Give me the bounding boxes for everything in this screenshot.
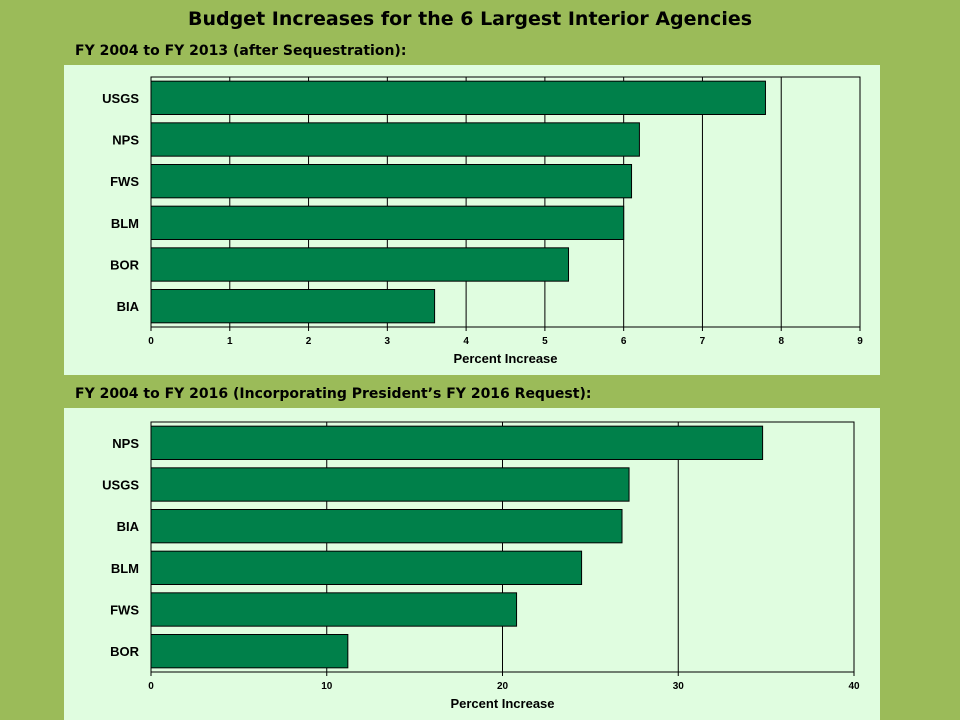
category-label: BIA	[117, 299, 140, 314]
category-label: FWS	[110, 603, 139, 618]
category-label: BIA	[117, 519, 140, 534]
bar-blm	[150, 205, 625, 241]
x-tick-label: 7	[700, 336, 706, 347]
chart-2-title: FY 2004 to FY 2016 (Incorporating Presid…	[75, 386, 592, 402]
page-title: Budget Increases for the 6 Largest Inter…	[187, 8, 753, 30]
bar-bia	[150, 289, 436, 324]
x-tick-label: 5	[542, 336, 548, 347]
category-label: BOR	[110, 644, 140, 659]
x-axis-label: Percent Increase	[450, 696, 554, 711]
chart-2-svg: 0 10 20 30 40 NPS USGS BIA BLM FWS BOR Percent Incr…	[102, 421, 860, 711]
bar-fws	[150, 164, 633, 199]
bar-usgs	[150, 80, 766, 115]
category-label: NPS	[112, 133, 139, 148]
category-label: NPS	[112, 436, 139, 451]
x-tick-label: 1	[227, 336, 233, 347]
bar-bor	[150, 247, 570, 282]
x-axis-label: Percent Increase	[453, 351, 557, 366]
chart-1-svg: 0 1 2 3 4 5 6 7 8 9 USGS NPS FWS BLM BOR BIA Percent Inc…	[102, 76, 863, 366]
chart-2-panel: 0 10 20 30 40 NPS USGS BIA BLM FWS BOR Percent Incr…	[64, 408, 880, 720]
x-tick-label: 30	[673, 681, 685, 692]
x-tick-label: 2	[306, 336, 312, 347]
x-tick-label: 0	[148, 681, 154, 692]
category-label: BLM	[111, 561, 139, 576]
category-label: BOR	[110, 258, 140, 273]
x-tick-label: 4	[463, 336, 469, 347]
x-tick-label: 10	[321, 681, 333, 692]
x-tick-label: 0	[148, 336, 154, 347]
x-tick-label: 6	[621, 336, 627, 347]
bar-bia	[150, 509, 623, 544]
bar-bor	[150, 634, 349, 669]
chart-1-title: FY 2004 to FY 2013 (after Sequestration)…	[75, 43, 407, 59]
bar-fws	[150, 592, 518, 627]
bar-nps	[150, 425, 764, 460]
plot-frame	[150, 76, 861, 328]
category-label: USGS	[102, 478, 139, 493]
bar-blm	[150, 550, 583, 586]
x-tick-label: 8	[778, 336, 784, 347]
x-tick-label: 20	[497, 681, 509, 692]
x-tick-label: 40	[848, 681, 860, 692]
category-label: BLM	[111, 216, 139, 231]
x-tick-label: 9	[857, 336, 863, 347]
category-label: FWS	[110, 174, 139, 189]
bar-nps	[150, 122, 640, 157]
x-tick-label: 3	[385, 336, 391, 347]
bar-usgs	[150, 467, 630, 502]
category-label: USGS	[102, 91, 139, 106]
chart-1-panel: 0 1 2 3 4 5 6 7 8 9 USGS NPS FWS BLM BOR BIA Percent Inc…	[64, 65, 880, 375]
